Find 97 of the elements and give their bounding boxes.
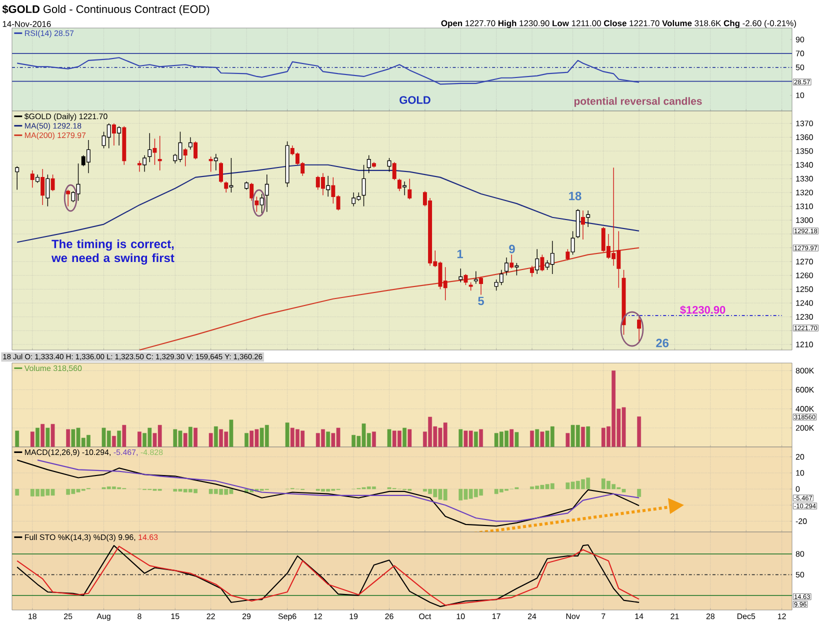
candlestick [479, 276, 484, 296]
bar [138, 432, 142, 448]
bar [408, 429, 412, 448]
candlestick [224, 181, 228, 193]
candlestick [46, 174, 50, 207]
candlestick [458, 268, 463, 283]
candlestick [137, 160, 142, 172]
bar [117, 430, 121, 448]
candlestick [510, 254, 514, 269]
bar [15, 488, 20, 496]
bar [40, 424, 45, 448]
bar [285, 422, 290, 448]
bar [458, 429, 463, 448]
bar [586, 426, 590, 448]
candlestick [504, 257, 508, 276]
candlestick [570, 230, 575, 256]
bar [208, 433, 213, 448]
bar [50, 424, 55, 448]
bar [112, 436, 116, 448]
candlestick [408, 178, 412, 200]
bar [30, 432, 34, 448]
candlestick [229, 158, 234, 193]
candlestick [152, 138, 157, 166]
candlestick [214, 153, 218, 171]
candlestick [530, 265, 534, 278]
candlestick [581, 210, 585, 240]
candlestick [188, 136, 192, 150]
candlestick [208, 156, 213, 172]
candlestick [264, 174, 269, 212]
bar [402, 428, 406, 448]
candlestick [260, 194, 264, 214]
candlestick [219, 162, 223, 184]
bar [214, 426, 218, 448]
bar [183, 433, 188, 448]
bar [244, 433, 248, 448]
bar [194, 428, 198, 448]
annotation: 1 [457, 250, 463, 258]
candlestick [402, 181, 407, 196]
candlestick [183, 148, 188, 167]
candlestick [362, 164, 366, 207]
annotation: potential reversal candles [574, 97, 702, 107]
bar [535, 429, 540, 448]
bar [15, 430, 20, 448]
annotation: 9 [509, 244, 515, 254]
candlestick [637, 315, 642, 344]
annotation: GOLD [400, 96, 430, 104]
bar [372, 432, 376, 448]
candlestick [112, 123, 116, 146]
bar [229, 420, 234, 448]
annotation: 5 [478, 296, 484, 306]
candlestick [366, 154, 371, 174]
candlestick [148, 132, 152, 162]
ref-line-label: $1230.90 [680, 305, 726, 314]
chart-subtitle: 14-Nov-2016 [2, 21, 51, 27]
candlestick [66, 189, 70, 207]
candlestick [250, 182, 254, 202]
bar [637, 488, 641, 497]
text: Open 1227.70 High 1230.90 Low 1211.00 Close 1221.70 Volume 318.6K Chg -2.60 (-0.21%) [441, 20, 796, 28]
annotation: The timing is correct, we need a swing first [51, 239, 174, 265]
candlestick [194, 141, 198, 160]
bar [514, 432, 519, 448]
bar [530, 430, 534, 448]
candlestick [535, 248, 540, 274]
bar [474, 432, 478, 448]
candlestick [514, 262, 519, 276]
candlestick [142, 154, 147, 172]
bar [479, 429, 483, 448]
line-series [16, 57, 640, 85]
chart-title: $GOLD Gold - Continuous Contract (EOD) [2, 4, 210, 16]
bar [122, 424, 126, 448]
candlestick [50, 174, 55, 192]
bar [637, 416, 641, 448]
candlestick [15, 166, 20, 190]
candlestick [540, 254, 544, 272]
candlestick [30, 170, 34, 188]
bar [36, 428, 40, 448]
bar [540, 432, 544, 448]
candlestick [326, 176, 330, 198]
candlestick [586, 210, 590, 228]
bar [66, 429, 70, 448]
bar [566, 433, 570, 448]
bar [326, 432, 330, 448]
candlestick [158, 136, 162, 171]
bar [46, 428, 50, 448]
candlestick [566, 248, 570, 261]
bar [581, 426, 585, 448]
bar [188, 426, 192, 448]
candlestick [397, 178, 402, 192]
bar [387, 429, 392, 448]
candlestick [40, 168, 45, 206]
bar [510, 429, 514, 448]
candlestick [392, 162, 396, 180]
candlestick [474, 270, 478, 284]
annotation: 18 [569, 192, 582, 200]
candlestick [254, 196, 259, 212]
annotation: 26 [656, 338, 669, 348]
candlestick [117, 126, 122, 146]
